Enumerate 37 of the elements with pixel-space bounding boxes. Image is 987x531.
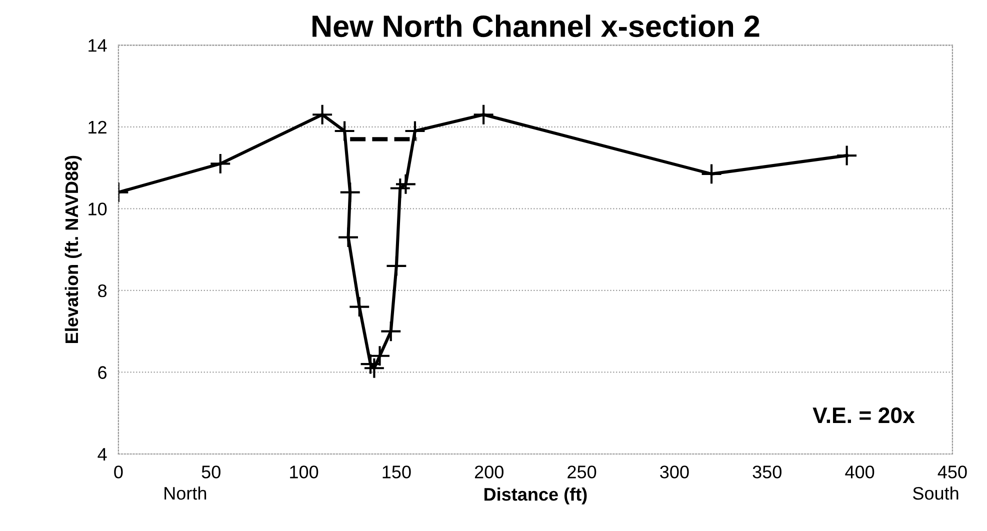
text: North (164, 486, 206, 500)
point (836, 144, 858, 166)
point (386, 255, 408, 277)
y-tick-label: 8 (98, 284, 107, 298)
y-tick-label: 10 (88, 202, 107, 216)
point (348, 296, 370, 318)
y-axis-title: Elevation (ft. NAVD88) (64, 156, 82, 343)
x-tick-label: 0 (114, 466, 123, 478)
x-tick-label: 450 (938, 466, 967, 478)
y-tick-label: 6 (98, 366, 107, 379)
y-tick-label: 14 (88, 39, 107, 52)
point (363, 357, 385, 379)
point (394, 173, 416, 195)
y-tick-label: 4 (98, 448, 107, 461)
point (312, 104, 334, 126)
text: South (913, 486, 958, 500)
x-tick-label: 300 (660, 466, 689, 478)
x-tick-label: 400 (845, 466, 874, 478)
x-axis-title: Distance (ft) (484, 488, 587, 504)
point (404, 120, 426, 142)
x-tick-label: 100 (290, 466, 318, 478)
point (339, 182, 361, 204)
point (472, 104, 494, 126)
chart-title: New North Channel x-section 2 (312, 14, 760, 38)
point (380, 320, 402, 342)
x-tick-label: 350 (752, 466, 782, 478)
x-tick-label: 50 (202, 466, 220, 478)
point (337, 226, 360, 248)
point (334, 120, 356, 142)
point (700, 163, 722, 185)
x-tick-label: 200 (474, 466, 504, 478)
y-tick-label: 12 (88, 120, 106, 134)
point (210, 152, 232, 174)
point (389, 177, 411, 200)
x-tick-label: 150 (382, 466, 411, 478)
x-tick-label: 250 (568, 466, 596, 478)
annotation: V.E. = 20x (812, 407, 915, 424)
